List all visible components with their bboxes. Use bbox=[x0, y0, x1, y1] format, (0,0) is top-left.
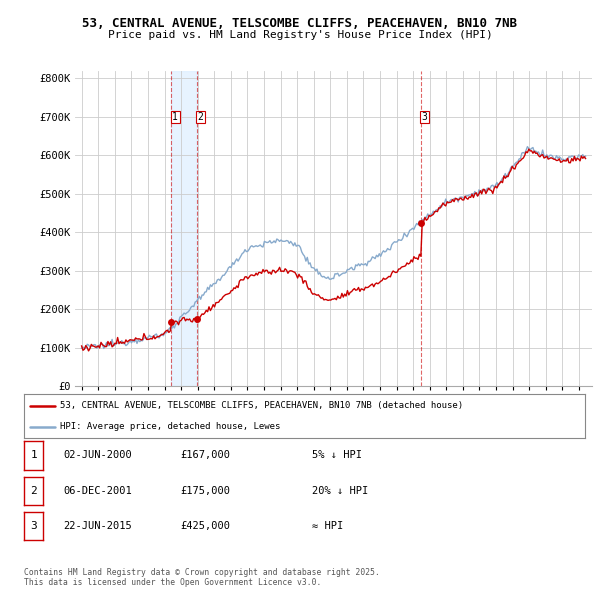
Text: £167,000: £167,000 bbox=[180, 451, 230, 460]
Text: 2: 2 bbox=[30, 486, 37, 496]
Text: HPI: Average price, detached house, Lewes: HPI: Average price, detached house, Lewe… bbox=[61, 422, 281, 431]
Text: 06-DEC-2001: 06-DEC-2001 bbox=[63, 486, 132, 496]
Text: 53, CENTRAL AVENUE, TELSCOMBE CLIFFS, PEACEHAVEN, BN10 7NB: 53, CENTRAL AVENUE, TELSCOMBE CLIFFS, PE… bbox=[83, 17, 517, 30]
Text: 22-JUN-2015: 22-JUN-2015 bbox=[63, 522, 132, 531]
Text: ≈ HPI: ≈ HPI bbox=[312, 522, 343, 531]
Text: 53, CENTRAL AVENUE, TELSCOMBE CLIFFS, PEACEHAVEN, BN10 7NB (detached house): 53, CENTRAL AVENUE, TELSCOMBE CLIFFS, PE… bbox=[61, 401, 464, 411]
Text: £425,000: £425,000 bbox=[180, 522, 230, 531]
Text: 02-JUN-2000: 02-JUN-2000 bbox=[63, 451, 132, 460]
Text: 1: 1 bbox=[172, 112, 178, 122]
Text: 2: 2 bbox=[197, 112, 203, 122]
Text: Price paid vs. HM Land Registry's House Price Index (HPI): Price paid vs. HM Land Registry's House … bbox=[107, 30, 493, 40]
Text: 3: 3 bbox=[30, 522, 37, 531]
Bar bbox=[172, 71, 197, 386]
Text: Contains HM Land Registry data © Crown copyright and database right 2025.
This d: Contains HM Land Registry data © Crown c… bbox=[24, 568, 380, 587]
Text: 1: 1 bbox=[30, 451, 37, 460]
Text: 20% ↓ HPI: 20% ↓ HPI bbox=[312, 486, 368, 496]
Text: 3: 3 bbox=[422, 112, 428, 122]
Text: £175,000: £175,000 bbox=[180, 486, 230, 496]
Text: 5% ↓ HPI: 5% ↓ HPI bbox=[312, 451, 362, 460]
